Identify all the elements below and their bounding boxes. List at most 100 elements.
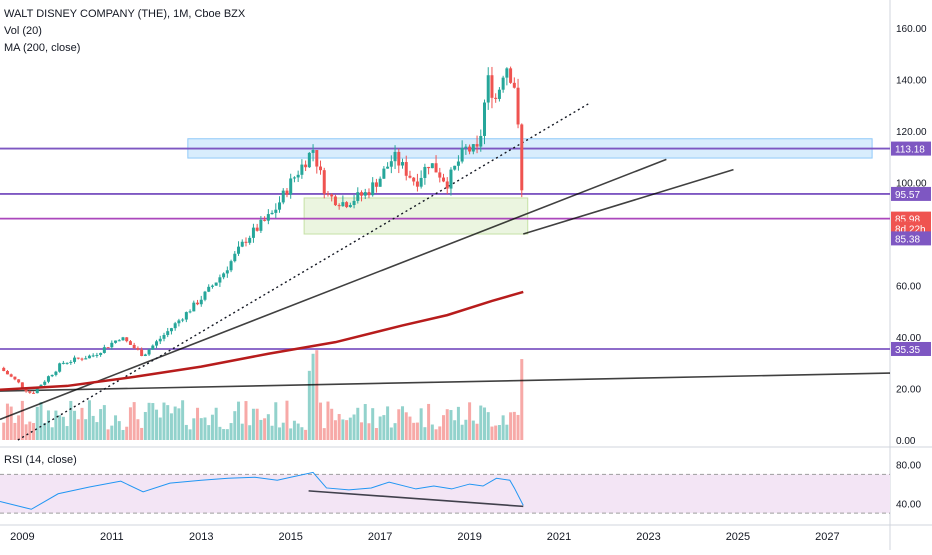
candle-body: [50, 374, 54, 377]
price-label-box: [891, 341, 931, 356]
candle-body: [248, 237, 252, 243]
candle-body: [415, 181, 419, 187]
volume-bar: [46, 410, 50, 440]
time-tick-label: 2025: [726, 531, 750, 543]
candle-body: [389, 161, 393, 167]
volume-bar: [408, 416, 412, 440]
volume-bar: [378, 416, 382, 440]
candle-body: [289, 178, 293, 195]
candle-body: [99, 352, 103, 355]
candle-body: [203, 291, 207, 300]
volume-bar: [35, 406, 39, 440]
volume-bar: [54, 410, 58, 440]
volume-bar: [39, 402, 43, 440]
volume-bar: [106, 429, 110, 440]
candle-body: [445, 181, 449, 189]
volume-bar: [125, 426, 129, 440]
candle-body: [69, 361, 73, 363]
candle-body: [449, 169, 453, 189]
candle-body: [188, 311, 192, 313]
volume-bar: [203, 417, 207, 440]
candle-body: [5, 371, 9, 375]
volume-bar: [192, 418, 196, 440]
volume-bar: [427, 403, 431, 440]
volume-bar: [415, 422, 419, 440]
volume-bar: [285, 400, 289, 440]
volume-bar: [311, 353, 315, 440]
candle-body: [229, 261, 233, 271]
volume-bar: [196, 407, 200, 440]
rsi-trend-line: [308, 490, 524, 508]
volume-bar: [80, 407, 84, 440]
candle-body: [125, 337, 129, 342]
trend-line-0: [0, 158, 667, 421]
candle-body: [456, 161, 460, 166]
candle-body: [32, 392, 36, 394]
candle-body: [304, 164, 308, 168]
candle-body: [374, 182, 378, 187]
candle-body: [471, 144, 475, 152]
candle-body: [24, 387, 28, 392]
time-tick-label: 2023: [636, 531, 660, 543]
volume-bar: [304, 429, 308, 440]
price-tick-label: 0.00: [896, 436, 916, 447]
price-label-text: 113.18: [895, 145, 925, 156]
price-tick-label: 60.00: [896, 282, 921, 293]
volume-bar: [494, 425, 498, 440]
volume-bar: [438, 426, 442, 440]
candle-body: [483, 102, 487, 136]
volume-bar: [140, 427, 144, 440]
candle-body: [140, 349, 144, 357]
volume-bar: [237, 401, 241, 440]
volume-bar: [244, 401, 248, 440]
volume-bar: [73, 410, 77, 440]
volume-bar: [173, 406, 177, 440]
candle-body: [13, 376, 17, 380]
volume-bar: [5, 403, 9, 440]
candle-body: [244, 241, 248, 243]
candle-body: [345, 202, 349, 208]
candle-body: [292, 177, 296, 179]
rsi-tick-label: 40.00: [896, 499, 921, 510]
volume-bar: [136, 419, 140, 440]
candle-body: [91, 355, 95, 357]
price-label-text: 85.98: [895, 215, 920, 226]
candle-body: [404, 162, 408, 176]
candle-body: [199, 299, 203, 305]
price-label-text: 95.57: [895, 190, 920, 201]
zone-1: [303, 197, 529, 235]
candle-body: [65, 362, 69, 364]
candle-body: [54, 371, 58, 375]
candle-body: [315, 150, 319, 167]
volume-bar: [382, 415, 386, 440]
candle-body: [311, 150, 315, 153]
price-tick-label: 20.00: [896, 385, 921, 396]
candle-body: [468, 146, 472, 152]
dotted-trend-line: [17, 102, 591, 441]
chart-legend: WALT DISNEY COMPANY (THE), 1M, Cboe BZX …: [4, 6, 245, 57]
candle-body: [501, 77, 505, 90]
volume-bar: [177, 408, 181, 440]
candle-body: [386, 166, 390, 169]
candle-body: [371, 182, 375, 196]
candle-body: [408, 175, 412, 178]
volume-bar: [99, 409, 103, 440]
price-label-text: 35.35: [895, 345, 920, 356]
volume-bar: [360, 422, 364, 440]
volume-bar: [315, 350, 319, 440]
volume-bar: [210, 414, 214, 440]
rsi-band: [0, 474, 890, 514]
candle-body: [225, 270, 229, 274]
candle-body: [274, 209, 278, 213]
volume-bar: [274, 402, 278, 440]
volume-bar: [319, 402, 323, 440]
candle-body: [162, 335, 166, 339]
volume-bar: [278, 427, 282, 440]
candle-body: [479, 135, 483, 147]
candle-body: [475, 144, 479, 147]
volume-bar: [270, 425, 274, 440]
candle-body: [363, 192, 367, 196]
volume-bar: [367, 423, 371, 440]
